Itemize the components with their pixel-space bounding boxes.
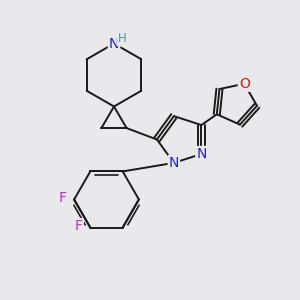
- Text: N: N: [109, 37, 119, 50]
- Text: F: F: [75, 219, 83, 233]
- Text: H: H: [118, 32, 127, 46]
- Text: F: F: [59, 191, 67, 205]
- Text: N: N: [169, 156, 179, 170]
- Text: O: O: [239, 77, 250, 91]
- Text: N: N: [196, 147, 207, 161]
